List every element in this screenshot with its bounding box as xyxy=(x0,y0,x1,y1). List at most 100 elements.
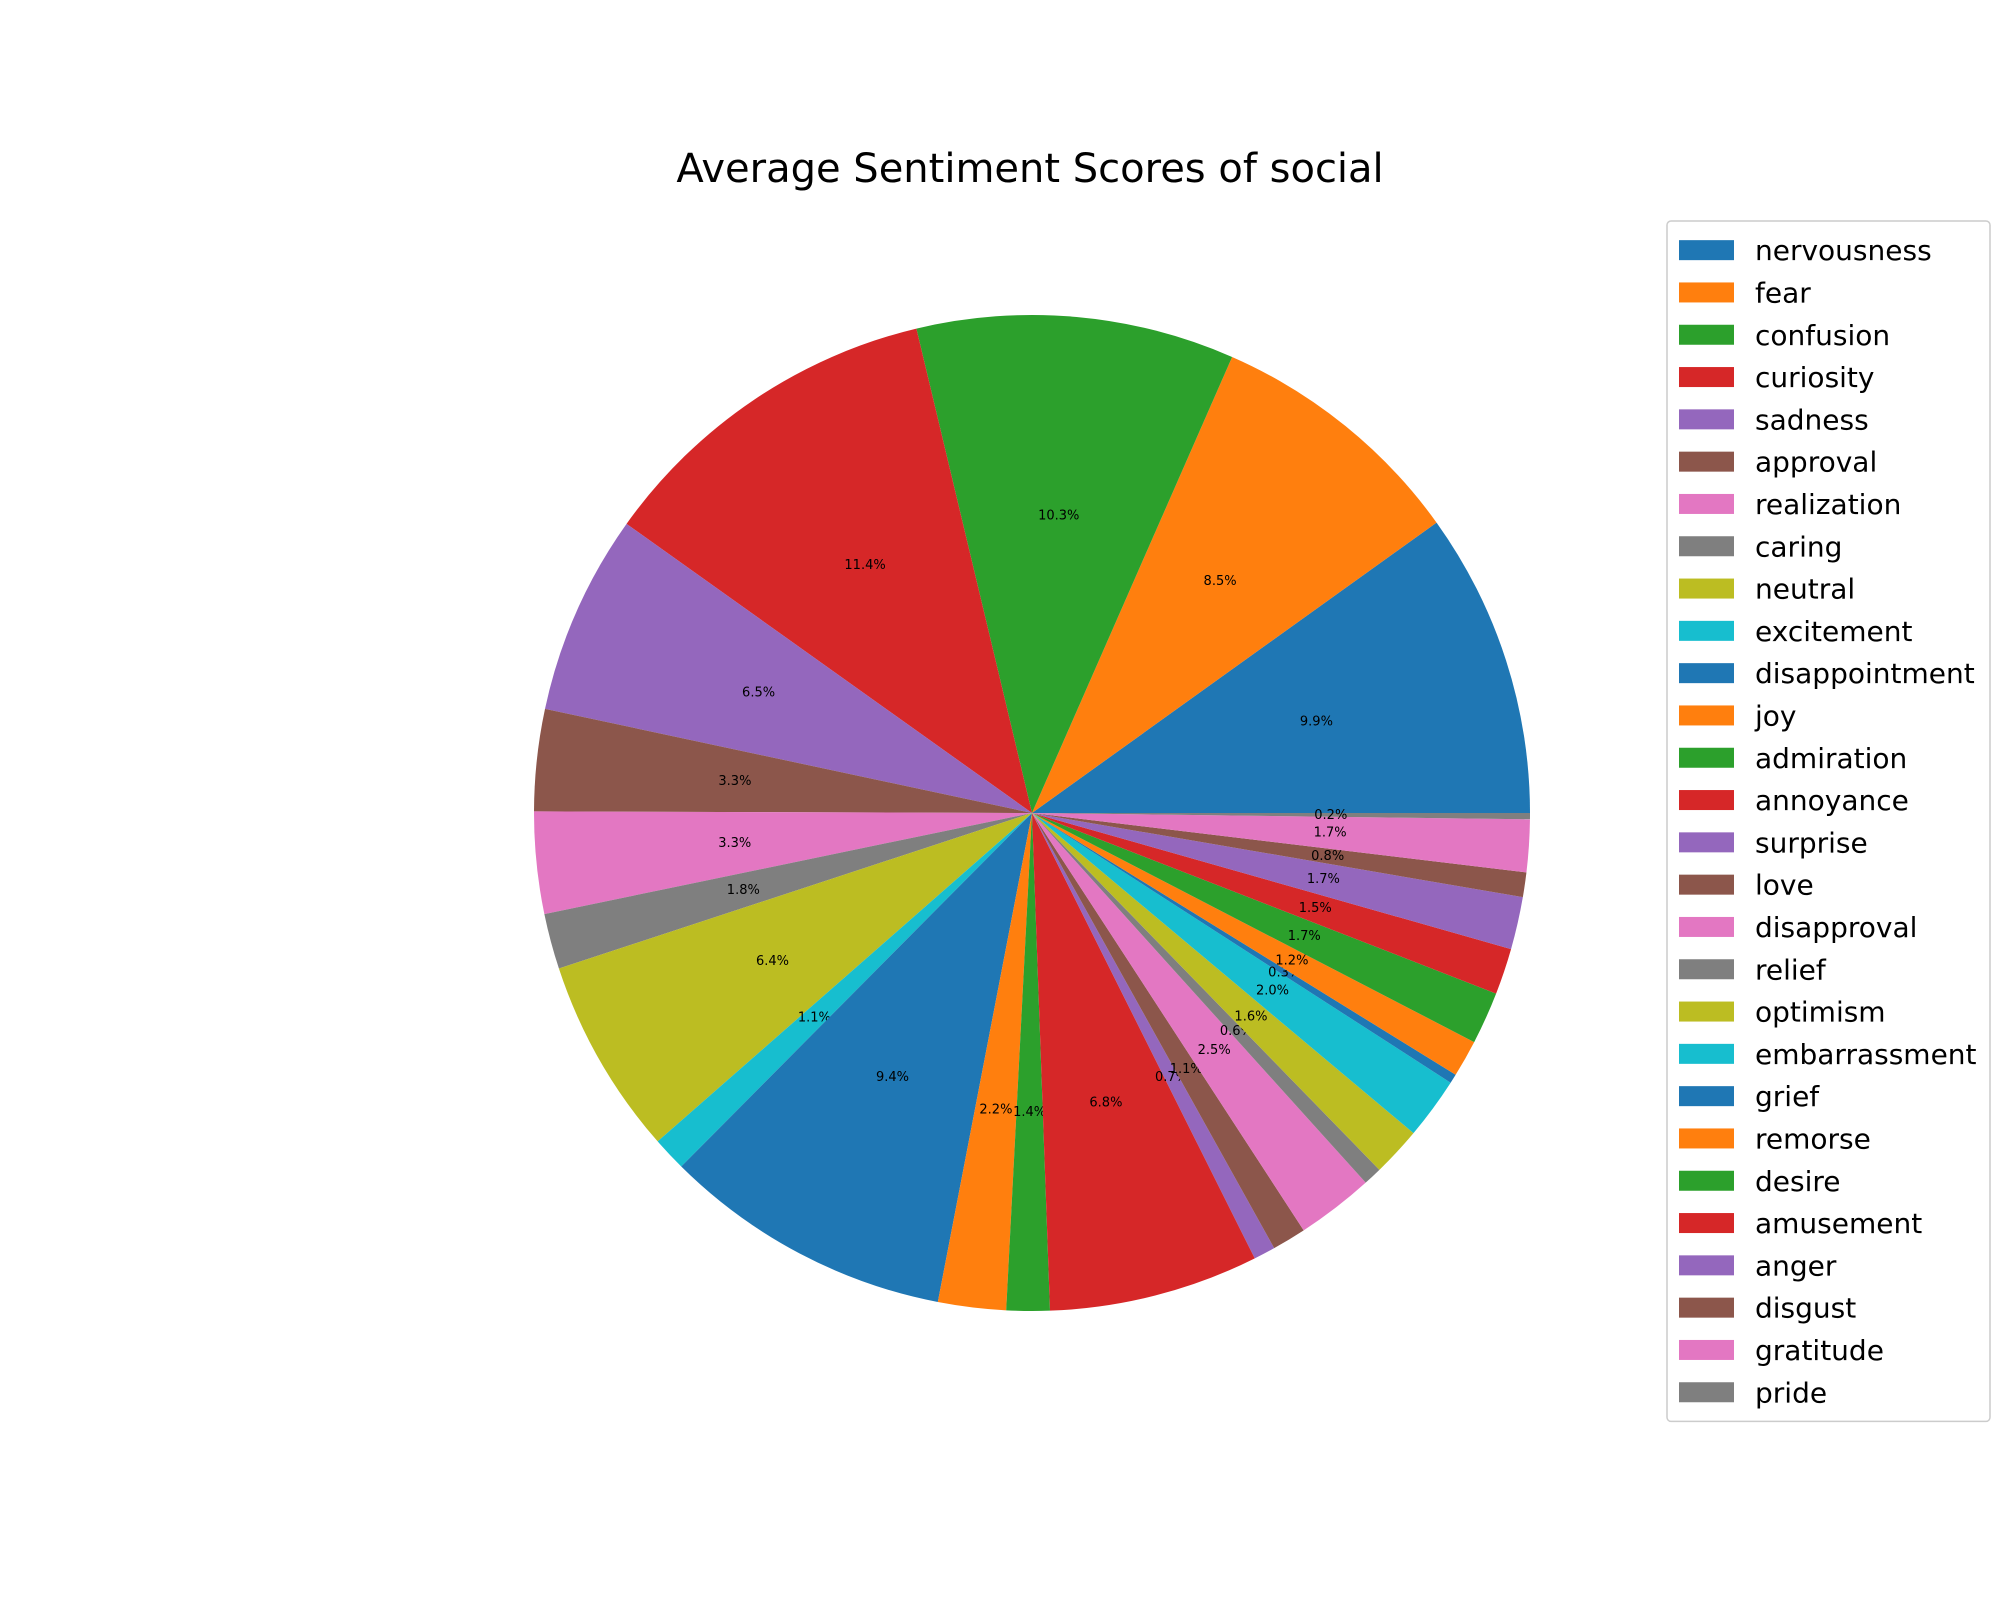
pie: 9.9% 8.5% 10.3% 11.4% 6.5% 3.3% 3.3% 1.8% 6.4% 1.… xyxy=(533,315,1530,1311)
legend-frame xyxy=(1666,220,1991,1423)
pie-slice-curiosity xyxy=(626,328,1032,813)
pie-slice-disappointment xyxy=(681,813,1032,1303)
legend-swatch-joy xyxy=(1679,705,1734,726)
slice-pct-label-curiosity: 11.4% xyxy=(844,558,885,573)
pie-slice-amusement xyxy=(1032,813,1512,994)
legend-swatch-realization xyxy=(1679,493,1734,514)
pie-slice-desire xyxy=(1032,813,1497,1043)
legend-label-disappointment: disappointment xyxy=(1755,657,1975,690)
pie-slice-remorse xyxy=(1032,813,1475,1075)
legend-swatch-neutral xyxy=(1679,578,1734,599)
legend-swatch-disapproval xyxy=(1679,916,1734,937)
legend-label-grief: grief xyxy=(1755,1080,1820,1113)
legend-label-joy: joy xyxy=(1754,699,1796,732)
pie-slice-excitement xyxy=(657,813,1032,1167)
legend-label-optimism: optimism xyxy=(1755,996,1886,1029)
slice-pct-label-disgust: 0.8% xyxy=(1311,849,1344,864)
legend: nervousness fear confusion curiosity sadness… xyxy=(1666,220,1991,1423)
legend-swatch-admiration xyxy=(1679,747,1734,768)
slice-pct-label-gratitude: 1.7% xyxy=(1314,826,1347,841)
legend-label-relief: relief xyxy=(1755,953,1827,986)
legend-label-sadness: sadness xyxy=(1755,403,1869,436)
legend-label-caring: caring xyxy=(1755,530,1842,563)
legend-label-fear: fear xyxy=(1755,276,1811,309)
slice-pct-label-admiration: 1.4% xyxy=(1013,1105,1046,1120)
legend-swatch-grief xyxy=(1679,1086,1734,1107)
legend-swatch-love xyxy=(1679,874,1734,895)
legend-label-excitement: excitement xyxy=(1755,615,1912,648)
pie-slice-optimism xyxy=(1032,813,1414,1170)
pie-slice-caring xyxy=(544,813,1032,969)
legend-swatch-excitement xyxy=(1679,620,1734,641)
slice-pct-label-desire: 1.7% xyxy=(1288,929,1321,944)
slice-pct-label-annoyance: 6.8% xyxy=(1089,1096,1122,1111)
pie-slice-disgust xyxy=(1032,813,1527,898)
slice-pct-label-nervousness: 9.9% xyxy=(1300,714,1333,729)
legend-label-approval: approval xyxy=(1755,446,1877,479)
slice-pct-label-approval: 3.3% xyxy=(718,774,751,789)
slice-pct-label-anger: 1.7% xyxy=(1307,872,1340,887)
pie-slice-love xyxy=(1032,813,1304,1249)
pie-slice-grief xyxy=(1032,813,1456,1083)
legend-label-anger: anger xyxy=(1755,1249,1837,1282)
legend-swatch-embarrassment xyxy=(1679,1043,1734,1064)
pie-slice-joy xyxy=(937,813,1032,1311)
slice-pct-label-fear: 8.5% xyxy=(1204,574,1237,589)
slice-pct-label-disapproval: 2.5% xyxy=(1198,1043,1231,1058)
legend-label-curiosity: curiosity xyxy=(1755,361,1874,394)
legend-swatch-caring xyxy=(1679,536,1734,557)
legend-label-disgust: disgust xyxy=(1755,1292,1856,1325)
legend-label-nervousness: nervousness xyxy=(1755,234,1932,267)
pie-slice-sadness xyxy=(545,523,1032,813)
pie-slice-disapproval xyxy=(1032,813,1366,1231)
slice-pct-label-joy: 2.2% xyxy=(979,1103,1012,1118)
pie-slice-relief xyxy=(1032,813,1380,1183)
legend-swatch-approval xyxy=(1679,451,1734,472)
slice-pct-label-love: 1.1% xyxy=(1170,1062,1203,1077)
legend-label-confusion: confusion xyxy=(1755,319,1890,352)
legend-label-annoyance: annoyance xyxy=(1755,784,1909,817)
legend-swatch-disappointment xyxy=(1679,663,1734,684)
slice-pct-label-disappointment: 9.4% xyxy=(876,1070,909,1085)
legend-label-neutral: neutral xyxy=(1755,573,1855,606)
legend-swatch-remorse xyxy=(1679,1128,1734,1149)
legend-swatch-gratitude xyxy=(1679,1339,1734,1360)
legend-label-realization: realization xyxy=(1755,488,1901,521)
legend-label-disapproval: disapproval xyxy=(1755,911,1917,944)
pie-slice-approval xyxy=(534,708,1032,813)
legend-swatch-disgust xyxy=(1679,1297,1734,1318)
pie-slice-surprise xyxy=(1032,813,1275,1259)
legend-label-admiration: admiration xyxy=(1755,742,1907,775)
legend-swatch-sadness xyxy=(1679,409,1734,430)
legend-label-surprise: surprise xyxy=(1755,826,1868,859)
legend-swatch-confusion xyxy=(1679,324,1734,345)
slice-pct-label-pride: 0.2% xyxy=(1314,808,1347,823)
slice-pct-label-amusement: 1.5% xyxy=(1299,901,1332,916)
legend-label-desire: desire xyxy=(1755,1165,1841,1198)
legend-label-pride: pride xyxy=(1755,1376,1827,1409)
slice-pct-label-sadness: 6.5% xyxy=(742,685,775,700)
legend-label-amusement: amusement xyxy=(1755,1207,1922,1240)
legend-label-love: love xyxy=(1755,869,1814,902)
legend-swatch-fear xyxy=(1679,282,1734,303)
slice-pct-label-neutral: 6.4% xyxy=(756,954,789,969)
legend-swatch-surprise xyxy=(1679,832,1734,853)
legend-swatch-desire xyxy=(1679,1170,1734,1191)
pie-slice-confusion xyxy=(916,315,1233,813)
slice-pct-label-excitement: 1.1% xyxy=(798,1011,831,1026)
legend-swatch-curiosity xyxy=(1679,367,1734,388)
slice-pct-label-caring: 1.8% xyxy=(727,883,760,898)
legend-label-remorse: remorse xyxy=(1755,1122,1871,1155)
legend-swatch-amusement xyxy=(1679,1213,1734,1234)
legend-label-gratitude: gratitude xyxy=(1755,1334,1884,1367)
legend-swatch-pride xyxy=(1679,1382,1734,1403)
pie-slice-annoyance xyxy=(1032,813,1255,1311)
pie-slice-neutral xyxy=(558,813,1032,1142)
pie-slice-fear xyxy=(1032,356,1437,813)
slice-pct-label-realization: 3.3% xyxy=(718,836,751,851)
legend-swatch-optimism xyxy=(1679,1001,1734,1022)
pie-slice-nervousness xyxy=(1032,522,1530,813)
pie-slice-admiration xyxy=(1006,813,1051,1311)
legend-swatch-anger xyxy=(1679,1255,1734,1276)
